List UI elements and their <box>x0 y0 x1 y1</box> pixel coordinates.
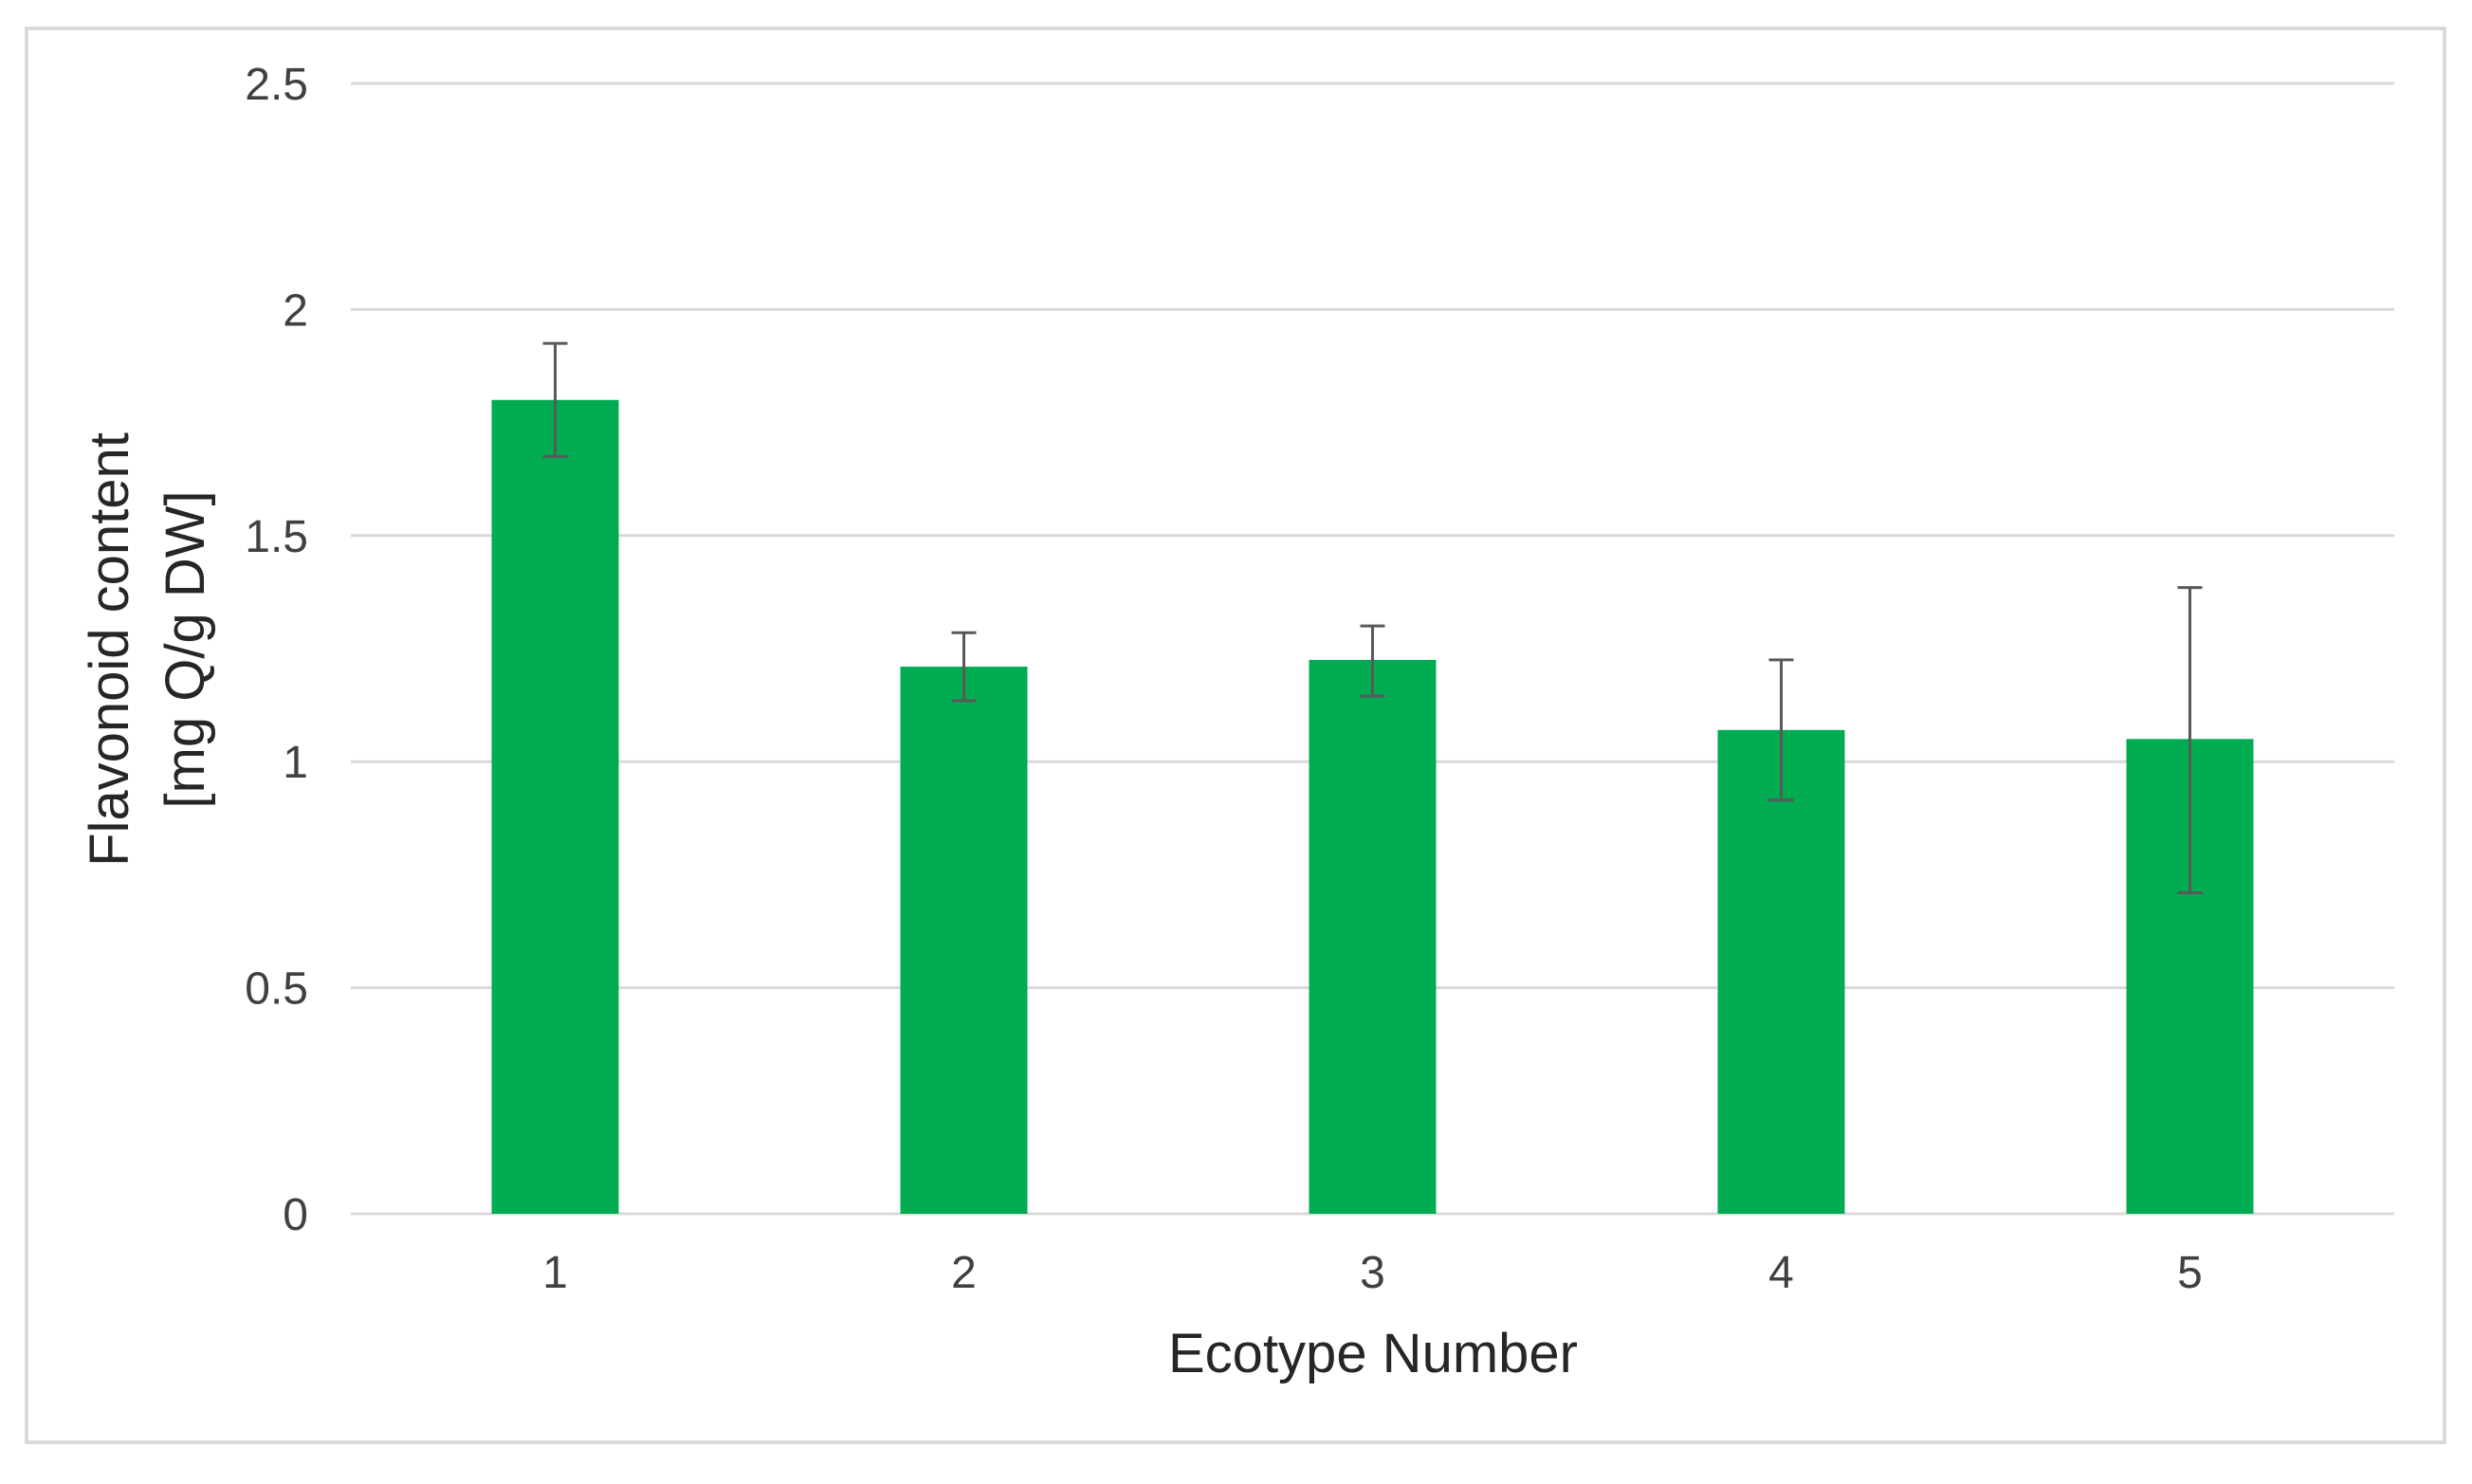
y-tick-label: 0 <box>283 1190 308 1240</box>
x-tick-label: 1 <box>542 1248 568 1298</box>
error-bar-ecotype-1 <box>542 341 568 458</box>
x-tick-label: 2 <box>951 1248 977 1298</box>
bar-ecotype-2 <box>900 667 1028 1214</box>
error-bar-ecotype-2 <box>951 631 977 703</box>
y-axis-title-line-1: Flavonoid content <box>79 432 140 867</box>
gridlines <box>351 82 2394 1216</box>
bar-ecotype-3 <box>1309 659 1437 1214</box>
y-axis-title-line-2: [mg Q/g DW] <box>155 490 216 808</box>
bars <box>491 399 2254 1214</box>
error-bar-ecotype-4 <box>1768 658 1794 802</box>
y-tick-label: 2.5 <box>245 60 308 110</box>
y-tick-labels: 0 0.5 1 1.5 2 2.5 <box>245 60 308 1240</box>
x-tick-label: 3 <box>1360 1248 1385 1298</box>
error-bars <box>542 341 2203 894</box>
error-bar-ecotype-3 <box>1360 624 1385 698</box>
bar-ecotype-1 <box>491 399 619 1214</box>
y-tick-label: 1 <box>283 738 308 788</box>
x-axis-title: Ecotype Number <box>1168 1323 1578 1384</box>
x-tick-labels: 1 2 3 4 5 <box>542 1248 2203 1298</box>
chart-frame <box>25 27 2446 1444</box>
error-bar-ecotype-5 <box>2177 586 2203 894</box>
bar-ecotype-4 <box>1717 729 1845 1214</box>
x-tick-label: 5 <box>2177 1248 2203 1298</box>
y-axis-title: Flavonoid content [mg Q/g DW] <box>79 432 216 867</box>
y-tick-label: 0.5 <box>245 964 308 1015</box>
y-tick-label: 1.5 <box>245 512 308 562</box>
x-tick-label: 4 <box>1768 1248 1794 1298</box>
y-tick-label: 2 <box>283 285 308 336</box>
